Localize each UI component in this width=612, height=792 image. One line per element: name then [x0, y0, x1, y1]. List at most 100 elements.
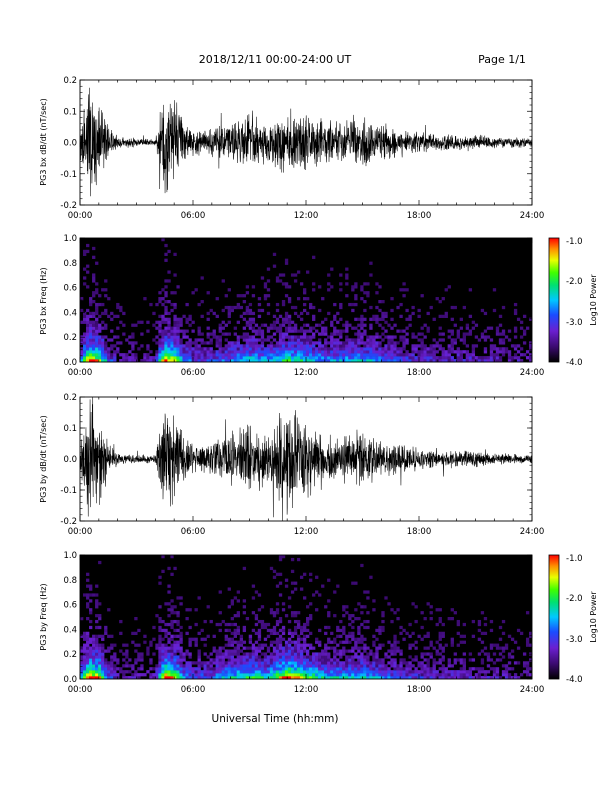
spectrogram-cell: [363, 291, 367, 295]
spectrogram-cell: [402, 356, 406, 360]
spectrogram-cell: [387, 353, 391, 357]
spectrogram-cell: [462, 664, 466, 668]
spectrogram-cell: [272, 661, 277, 665]
spectrogram-cell: [501, 332, 506, 336]
spectrogram-cell: [182, 347, 186, 351]
spectrogram-cell: [245, 356, 250, 360]
spectrogram-cell: [441, 634, 445, 638]
spectrogram-cell: [185, 617, 189, 621]
spectrogram-cell: [110, 664, 114, 668]
spectrogram-cell: [336, 311, 340, 316]
spectrogram-cell: [471, 359, 476, 363]
spectrogram-cell: [98, 614, 102, 618]
spectrogram-cell: [275, 356, 280, 360]
spectrogram-cell: [176, 338, 180, 342]
spectrogram-cell: [272, 649, 277, 653]
spectrogram-cell: [330, 667, 334, 671]
spectrogram-cell: [212, 311, 216, 316]
spectrogram-cell: [438, 344, 442, 348]
spectrogram-cell: [224, 332, 228, 336]
spectrogram-cell: [110, 344, 114, 348]
spectrogram-cell: [420, 350, 424, 354]
spectrogram-cell: [299, 335, 304, 339]
spectrogram-cell: [242, 344, 247, 348]
spectrogram-cell: [417, 314, 421, 319]
spectrogram-cell: [293, 640, 298, 644]
spectrogram-cell: [354, 294, 358, 298]
spectrogram-cell: [179, 661, 183, 665]
spectrogram-cell: [194, 350, 198, 354]
spectrogram-cell: [333, 338, 337, 342]
spectrogram-cell: [315, 329, 319, 333]
spectrogram-cell: [80, 655, 84, 659]
spectrogram-cell: [86, 320, 90, 324]
spectrogram-cell: [372, 335, 376, 339]
spectrogram-cell: [95, 320, 99, 324]
spectrogram-cell: [101, 670, 105, 674]
spectrogram-cell: [438, 646, 442, 650]
spectrogram-cell: [330, 332, 334, 336]
spectrogram-cell: [318, 661, 322, 665]
spectrogram-cell: [242, 673, 247, 677]
spectrogram-cell: [260, 670, 265, 674]
spectrogram-cell: [161, 288, 165, 292]
spectrogram-cell: [272, 264, 277, 268]
spectrogram-cell: [149, 661, 153, 665]
spectrogram-cell: [321, 673, 325, 677]
spectrogram-cell: [465, 359, 470, 363]
spectrogram-cell: [164, 602, 168, 606]
spectrogram-cell: [134, 617, 138, 621]
spectrogram-cell: [92, 276, 96, 280]
spectrogram-cell: [302, 649, 307, 653]
spectrogram-cell: [327, 353, 331, 357]
spectrogram-cell: [107, 314, 111, 319]
spectrogram-cell: [447, 285, 451, 289]
spectrogram-cell: [450, 608, 454, 612]
x-tick-label: 24:00: [520, 211, 545, 221]
spectrogram-cell: [372, 314, 376, 319]
spectrogram-cell: [318, 655, 322, 659]
spectrogram-cell: [366, 655, 370, 659]
spectrogram-cell: [399, 338, 403, 342]
spectrogram-cell: [438, 617, 442, 621]
spectrogram-cell: [360, 634, 364, 638]
spectrogram-cell: [513, 676, 518, 680]
spectrogram-cell: [480, 631, 485, 636]
spectrogram-cell: [134, 673, 138, 677]
spectrogram-cell: [194, 356, 198, 360]
spectrogram-cell: [306, 655, 310, 659]
spectrogram-cell: [281, 341, 286, 345]
spectrogram-cell: [248, 646, 253, 650]
spectrogram-cell: [158, 640, 162, 644]
spectrogram-cell: [507, 655, 512, 659]
spectrogram-cell: [348, 614, 352, 618]
spectrogram-cell: [345, 273, 349, 277]
spectrogram-cell: [450, 350, 454, 354]
spectrogram-cell: [164, 311, 168, 316]
spectrogram-cell: [176, 619, 180, 624]
spectrogram-cell: [245, 359, 250, 363]
spectrogram-cell: [89, 314, 93, 319]
spectrogram-cell: [462, 673, 466, 677]
spectrogram-cell: [348, 344, 352, 348]
spectrogram-cell: [287, 359, 292, 363]
spectrogram-cell: [438, 637, 442, 641]
spectrogram-cell: [170, 637, 174, 641]
spectrogram-cell: [360, 285, 364, 289]
spectrogram-cell: [278, 593, 283, 597]
spectrogram-cell: [215, 341, 219, 345]
spectrogram-cell: [299, 676, 304, 680]
spectrogram-cell: [474, 335, 479, 339]
spectrogram-cell: [360, 347, 364, 351]
spectrogram-cell: [366, 596, 370, 600]
spectrogram-cell: [167, 320, 171, 324]
spectrogram-cell: [438, 314, 442, 319]
spectrogram-cell: [89, 599, 93, 603]
y-tick-label: -0.1: [60, 170, 77, 180]
spectrogram-cell: [83, 350, 87, 354]
spectrogram-cell: [306, 667, 310, 671]
spectrogram-cell: [462, 658, 466, 662]
spectrogram-cell: [327, 670, 331, 674]
spectrogram-cell: [375, 661, 379, 665]
spectrogram-cell: [131, 359, 135, 363]
